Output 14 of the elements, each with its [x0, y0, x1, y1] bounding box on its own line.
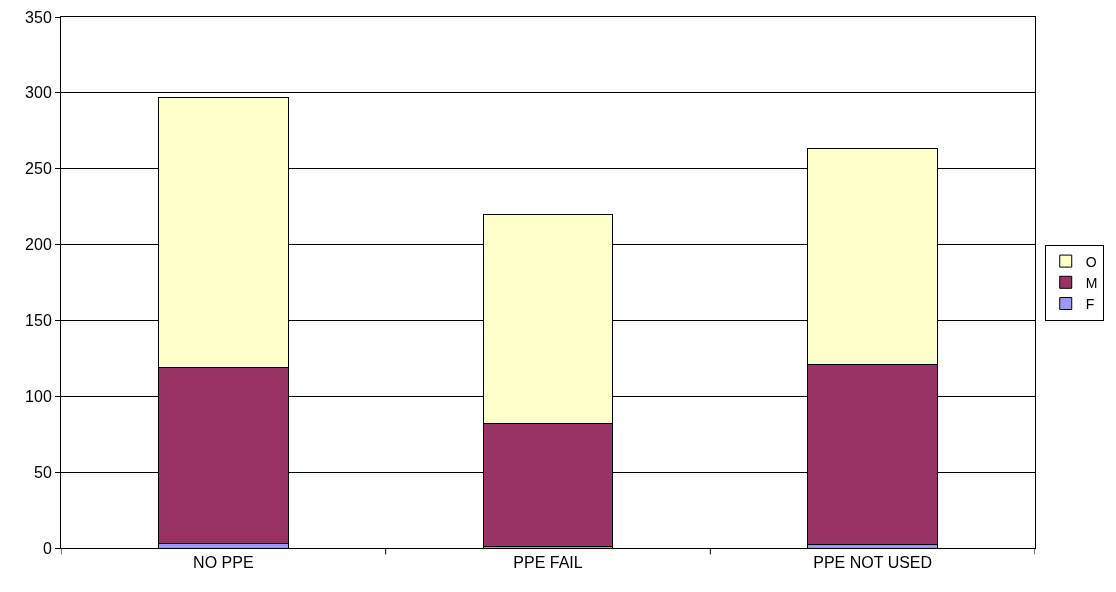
- y-tick-label: 0: [42, 539, 52, 557]
- y-tick-label: 350: [25, 8, 52, 26]
- legend-label: F: [1085, 295, 1095, 312]
- y-tick-label: 250: [25, 160, 52, 178]
- y-tick-label: 300: [25, 84, 52, 102]
- legend-label: O: [1085, 253, 1097, 270]
- legend-label: M: [1085, 274, 1098, 291]
- x-tick-label: PPE NOT USED: [813, 554, 933, 572]
- y-tick-label: 100: [25, 387, 52, 405]
- x-tick-label: NO PPE: [193, 554, 254, 572]
- y-tick-label: 200: [25, 236, 52, 254]
- y-tick-label: 150: [25, 312, 52, 330]
- x-tick-label: PPE FAIL: [513, 554, 583, 572]
- y-tick-label: 50: [34, 463, 52, 481]
